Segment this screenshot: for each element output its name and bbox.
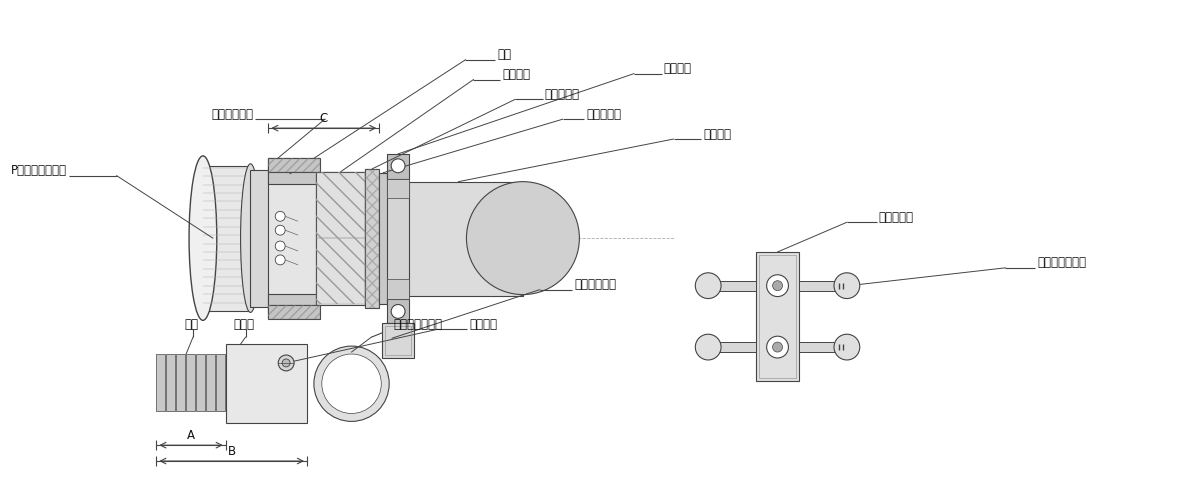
Bar — [387, 278, 409, 298]
Text: コード管: コード管 — [502, 68, 531, 81]
Bar — [799, 342, 841, 352]
Ellipse shape — [278, 355, 294, 371]
Text: ワッシャー: ワッシャー — [586, 108, 622, 121]
Text: 止めビス: 止めビス — [470, 318, 497, 331]
Ellipse shape — [276, 225, 285, 235]
Ellipse shape — [767, 275, 788, 296]
Text: 導体: 導体 — [184, 318, 198, 331]
Bar — [365, 169, 380, 308]
Bar — [316, 172, 365, 238]
Ellipse shape — [189, 156, 217, 320]
Text: クランプ片: クランプ片 — [878, 211, 914, 224]
Bar — [382, 324, 415, 358]
Bar — [409, 182, 522, 296]
Text: B: B — [228, 444, 236, 458]
Ellipse shape — [767, 336, 788, 358]
Ellipse shape — [773, 342, 782, 352]
Bar — [202, 166, 250, 312]
Ellipse shape — [695, 334, 721, 360]
Ellipse shape — [392, 159, 405, 172]
Ellipse shape — [466, 182, 580, 294]
Bar — [176, 354, 184, 412]
Text: カップリング: カップリング — [212, 108, 254, 121]
Bar — [387, 154, 409, 178]
Ellipse shape — [314, 346, 389, 422]
Text: スパナ掛け部: スパナ掛け部 — [575, 278, 617, 291]
Ellipse shape — [773, 280, 782, 290]
Ellipse shape — [283, 359, 290, 367]
Text: ケーブルシース: ケーブルシース — [393, 318, 442, 331]
Bar — [268, 158, 320, 172]
Ellipse shape — [834, 334, 860, 360]
Bar — [756, 252, 799, 381]
Bar — [216, 354, 225, 412]
Text: ガスケット: ガスケット — [545, 88, 580, 101]
Bar — [225, 344, 307, 424]
Bar — [365, 169, 380, 308]
Bar — [799, 280, 841, 290]
Ellipse shape — [276, 212, 285, 222]
Text: A: A — [187, 429, 195, 442]
Bar — [268, 294, 316, 314]
Bar — [316, 172, 365, 306]
Bar — [387, 178, 409, 199]
Bar — [250, 170, 268, 308]
Bar — [714, 342, 756, 352]
Text: コード締付ビス: コード締付ビス — [1037, 256, 1087, 270]
Bar — [157, 354, 165, 412]
Bar — [186, 354, 195, 412]
Text: Pシェルユニット: Pシェルユニット — [11, 164, 67, 177]
Bar — [196, 354, 205, 412]
Text: 絶縁体: 絶縁体 — [234, 318, 254, 331]
Bar — [316, 238, 365, 304]
Text: 端子: 端子 — [497, 48, 512, 62]
Ellipse shape — [392, 304, 405, 318]
Ellipse shape — [834, 273, 860, 298]
Ellipse shape — [241, 164, 260, 312]
Bar — [386, 326, 411, 355]
Bar — [380, 172, 387, 304]
Bar — [268, 306, 320, 320]
Bar — [167, 354, 175, 412]
Bar — [714, 280, 756, 290]
Text: C: C — [320, 112, 328, 124]
Bar — [268, 158, 320, 172]
Bar — [387, 298, 409, 324]
Ellipse shape — [322, 354, 381, 414]
Bar — [268, 164, 316, 184]
Text: 締付金具: 締付金具 — [664, 62, 691, 75]
Bar — [387, 178, 409, 298]
Ellipse shape — [276, 255, 285, 265]
Bar — [268, 184, 316, 294]
Text: ケーブル: ケーブル — [703, 128, 731, 140]
Bar — [758, 255, 797, 378]
Ellipse shape — [695, 273, 721, 298]
Bar — [268, 306, 320, 320]
Bar — [206, 354, 214, 412]
Ellipse shape — [276, 241, 285, 251]
